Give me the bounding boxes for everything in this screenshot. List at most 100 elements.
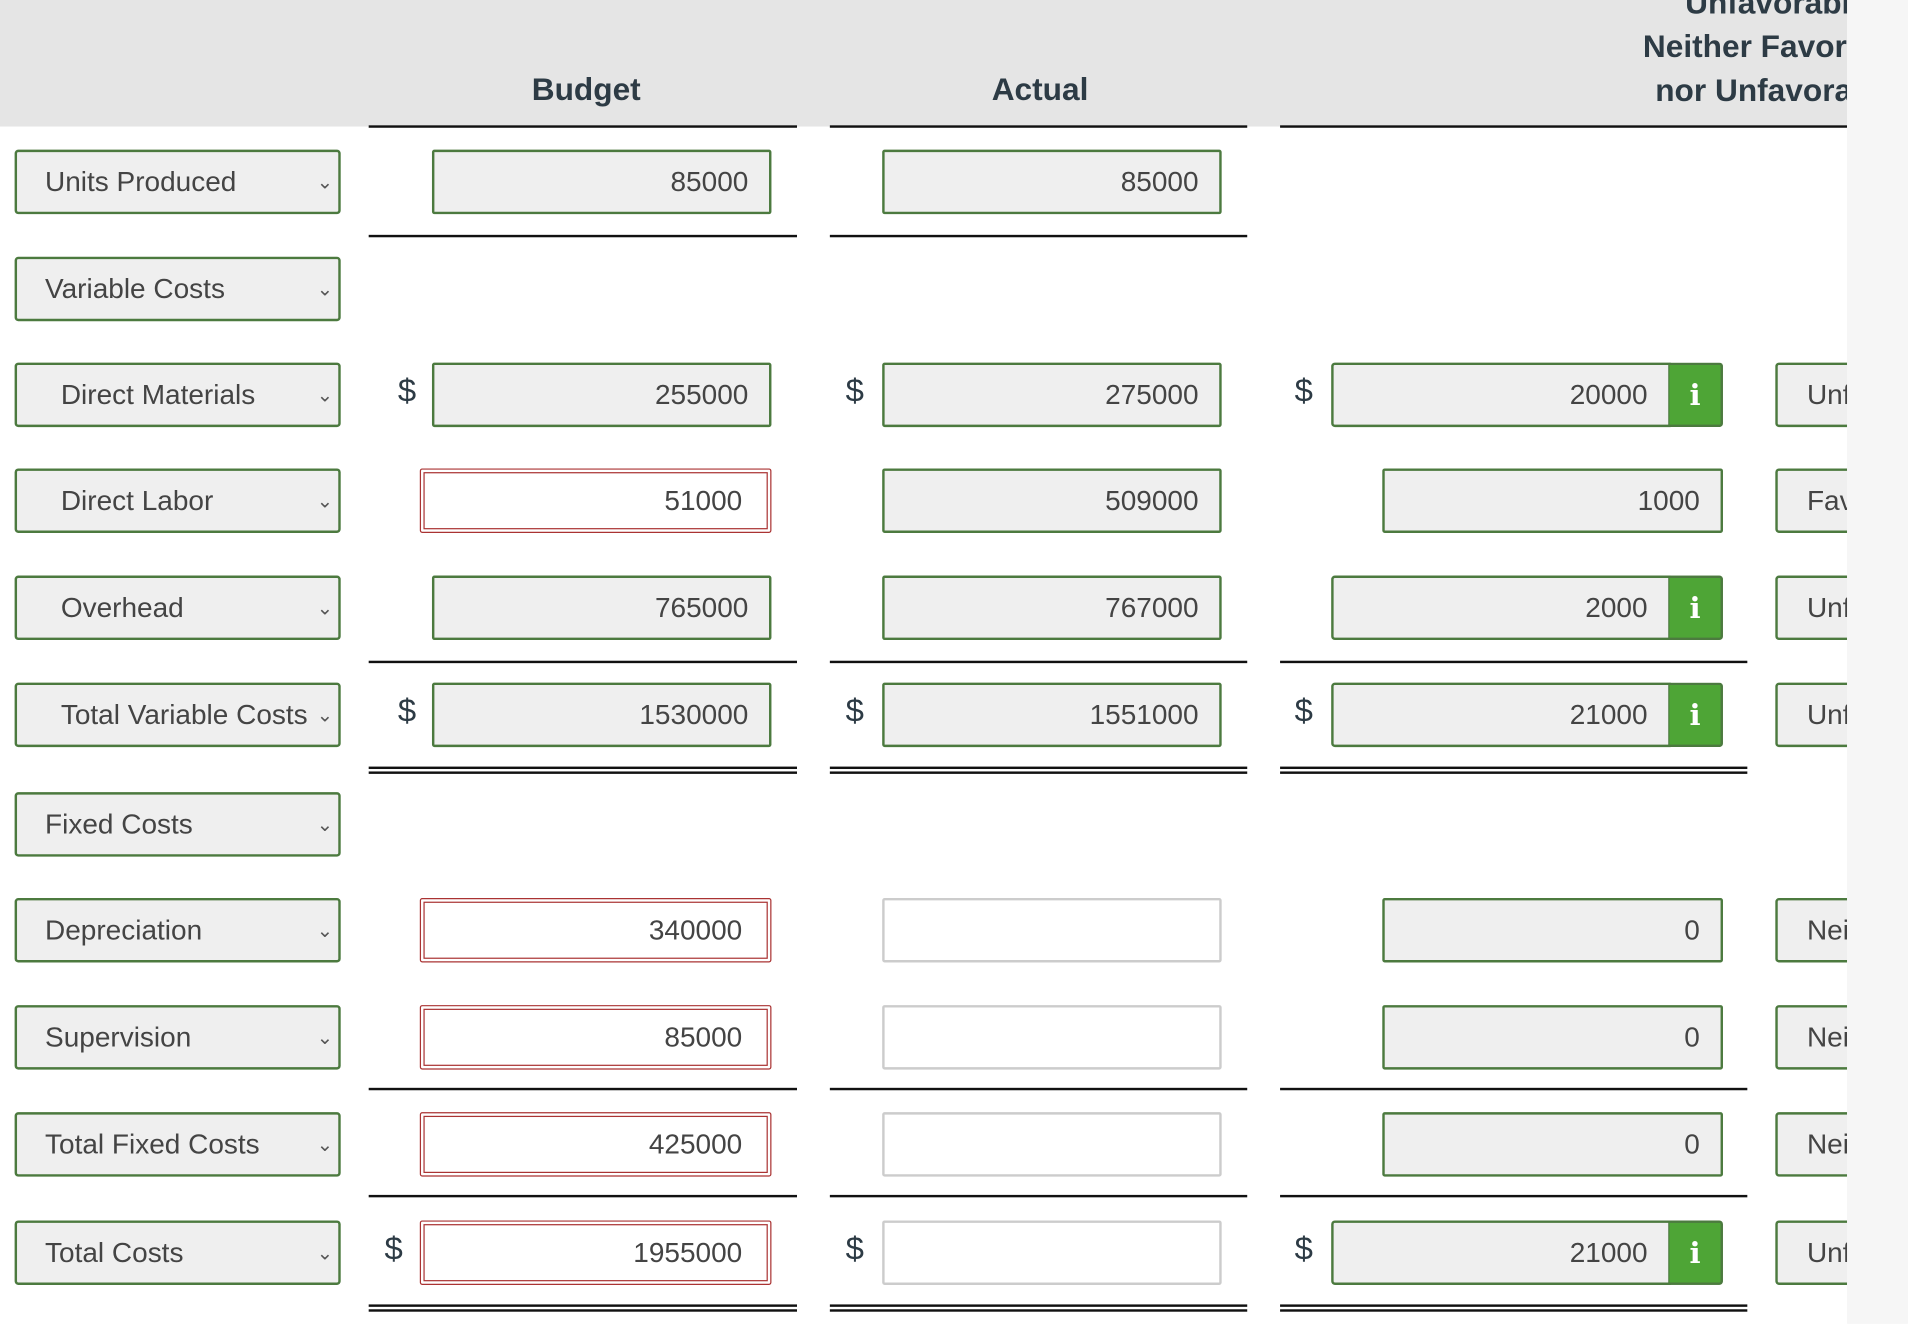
variance-input[interactable]: 1000 <box>1382 468 1723 533</box>
actual-input[interactable]: 85000 <box>882 149 1222 215</box>
double-total-rule <box>829 1304 1248 1312</box>
variance-status-select[interactable]: Unfavorable <box>1775 362 1848 428</box>
row-label-select[interactable]: Total Fixed Costs ⌄ <box>14 1112 341 1177</box>
total-rule <box>368 1194 798 1198</box>
row-label: Total Fixed Costs <box>45 1127 260 1160</box>
row-label: Overhead <box>60 591 184 624</box>
variance-status-select[interactable]: Neither Favorable nor Unfavorable <box>1775 897 1848 963</box>
variance-status-select[interactable]: Favorable <box>1775 468 1848 533</box>
variance-status: Favorable <box>1806 484 1847 516</box>
actual-input[interactable] <box>882 1112 1222 1177</box>
header-variance: Unfavorable Neither Favorable nor Unfavo… <box>1594 0 1847 112</box>
chevron-down-icon: ⌄ <box>316 1134 334 1156</box>
budget-input[interactable]: 1530000 <box>431 682 772 748</box>
total-rule <box>368 234 798 238</box>
info-icon[interactable]: i <box>1669 575 1723 641</box>
variance-input[interactable]: 20000 <box>1331 362 1671 428</box>
actual-input[interactable]: 1551000 <box>882 682 1222 748</box>
dollar-sign: $ <box>1294 372 1313 409</box>
variance-status-select[interactable]: Unfavorable <box>1775 1220 1848 1285</box>
total-rule <box>829 1087 1248 1091</box>
variance-status-select[interactable]: Neither Favorable nor Unfavorable <box>1775 1112 1848 1177</box>
total-rule <box>1280 1194 1748 1198</box>
variance-status-select[interactable]: Unfavorable <box>1775 682 1848 748</box>
row-label-select[interactable]: Depreciation ⌄ <box>14 897 341 963</box>
chevron-down-icon: ⌄ <box>316 920 334 942</box>
variance-status-select[interactable]: Unfavorable <box>1775 575 1848 641</box>
dollar-sign: $ <box>845 372 864 409</box>
budget-input[interactable]: 85000 <box>419 1005 772 1070</box>
variance-status: Neither Favorable nor Unfavorable <box>1806 1020 1848 1053</box>
dollar-sign: $ <box>1294 1230 1313 1267</box>
row-label: Total Variable Costs <box>60 698 308 731</box>
total-rule <box>368 1087 798 1091</box>
row-label-select[interactable]: Total Variable Costs ⌄ <box>14 682 341 748</box>
variance-status-select[interactable]: Neither Favorable nor Unfavorable <box>1775 1005 1848 1070</box>
scroll-gutter <box>1847 0 1908 1324</box>
info-icon[interactable]: i <box>1669 1220 1723 1285</box>
row-label-select[interactable]: Supervision ⌄ <box>14 1005 341 1070</box>
budget-input[interactable]: 425000 <box>419 1112 772 1177</box>
actual-input[interactable]: 767000 <box>882 575 1222 641</box>
row-label-select[interactable]: Overhead ⌄ <box>14 575 341 641</box>
variance-input[interactable]: 0 <box>1382 1005 1723 1070</box>
dollar-sign: $ <box>845 692 864 729</box>
budget-input[interactable]: 85000 <box>431 149 772 215</box>
chevron-down-icon: ⌄ <box>316 598 334 619</box>
dollar-sign: $ <box>845 1230 864 1267</box>
row-label-select[interactable]: Variable Costs ⌄ <box>14 256 341 322</box>
total-rule <box>1280 1087 1748 1091</box>
row-label: Supervision <box>45 1020 192 1053</box>
chevron-down-icon: ⌄ <box>316 172 334 193</box>
table-viewport: Budget Actual Unfavorable Neither Favora… <box>0 0 1848 1312</box>
dollar-sign: $ <box>397 372 417 409</box>
actual-input[interactable]: 275000 <box>882 362 1222 428</box>
row-label-select[interactable]: Direct Labor ⌄ <box>14 468 341 533</box>
row-label-select[interactable]: Units Produced ⌄ <box>14 149 341 215</box>
budget-input[interactable]: 765000 <box>431 575 772 641</box>
variance-input[interactable]: 21000 <box>1331 682 1671 748</box>
double-total-rule <box>1280 766 1748 774</box>
double-total-rule <box>368 766 798 774</box>
chevron-down-icon: ⌄ <box>316 814 334 836</box>
actual-input[interactable]: 509000 <box>882 468 1222 533</box>
row-label: Fixed Costs <box>45 807 193 840</box>
header-budget: Budget <box>531 70 641 108</box>
budget-input[interactable]: 340000 <box>419 897 772 963</box>
dollar-sign: $ <box>384 1230 403 1267</box>
actual-input[interactable] <box>882 1220 1222 1285</box>
info-icon[interactable]: i <box>1669 362 1723 428</box>
variance-input[interactable]: 0 <box>1382 1112 1723 1177</box>
header-variance-line: Neither Favorable <box>1642 27 1847 65</box>
row-label-select[interactable]: Total Costs ⌄ <box>14 1220 341 1285</box>
row-label: Direct Labor <box>60 484 214 516</box>
variance-input[interactable]: 0 <box>1382 897 1723 963</box>
chevron-down-icon: ⌄ <box>316 385 334 406</box>
total-rule <box>1280 660 1748 664</box>
variance-input[interactable]: 21000 <box>1331 1220 1671 1285</box>
header-actual: Actual <box>991 70 1089 108</box>
actual-input[interactable] <box>882 1005 1222 1070</box>
header-variance-line: Unfavorable <box>1685 0 1847 21</box>
double-total-rule <box>829 766 1248 774</box>
row-label-select[interactable]: Direct Materials ⌄ <box>14 362 341 428</box>
variance-input[interactable]: 2000 <box>1331 575 1671 641</box>
total-rule <box>829 660 1248 664</box>
budget-input[interactable]: 51000 <box>419 468 772 533</box>
info-icon[interactable]: i <box>1669 682 1723 748</box>
dollar-sign: $ <box>1294 692 1313 729</box>
variance-status: Unfavorable <box>1806 378 1847 411</box>
budget-input[interactable]: 255000 <box>431 362 772 428</box>
actual-input[interactable] <box>882 897 1222 963</box>
variance-status: Unfavorable <box>1806 1236 1847 1268</box>
chevron-down-icon: ⌄ <box>316 1242 334 1264</box>
double-total-rule <box>368 1304 798 1312</box>
variance-status: Neither Favorable nor Unfavorable <box>1806 1127 1848 1160</box>
row-label-select[interactable]: Fixed Costs ⌄ <box>14 792 341 857</box>
row-label: Total Costs <box>45 1236 184 1268</box>
header-underline <box>829 125 1248 128</box>
double-total-rule <box>1280 1304 1748 1312</box>
row-label: Depreciation <box>45 913 203 946</box>
budget-input[interactable]: 1955000 <box>419 1220 772 1285</box>
